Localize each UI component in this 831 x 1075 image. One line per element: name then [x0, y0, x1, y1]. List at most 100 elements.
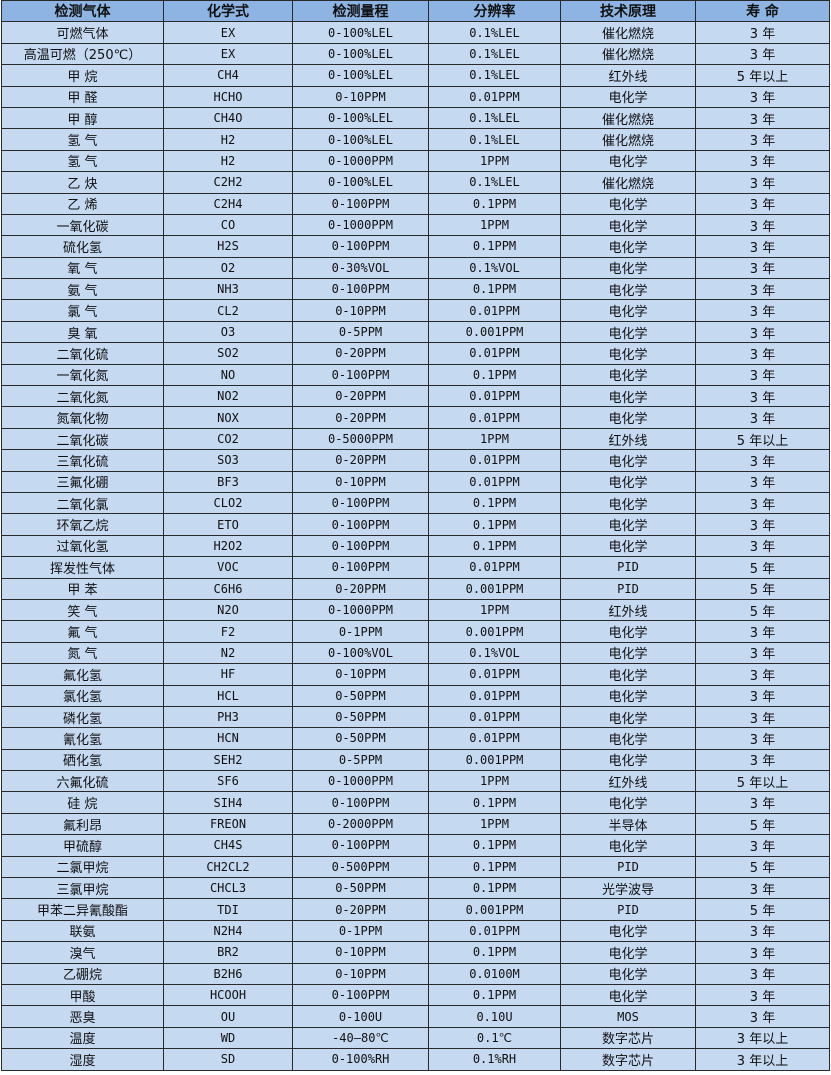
resolution-cell: 0.01PPM: [428, 85, 561, 108]
lifetime-cell: 5 年: [695, 812, 830, 836]
range-cell: 0-10PPM: [292, 663, 429, 686]
table-row: 氯 气 CL2 0-10PPM 0.01PPM 电化学 3 年: [1, 299, 830, 322]
formula-cell: H2S: [163, 235, 293, 258]
gas-name-cell: 磷化氢: [1, 705, 164, 729]
principle-cell: 电化学: [560, 748, 696, 772]
formula-cell: SEH2: [163, 748, 293, 772]
lifetime-cell: 5 年: [695, 577, 830, 600]
formula-cell: CHCL3: [163, 877, 293, 900]
range-cell: 0-10PPM: [292, 85, 429, 108]
lifetime-cell: 5 年以上: [695, 427, 830, 451]
principle-cell: 催化燃烧: [560, 171, 696, 194]
range-cell: 0-100PPM: [292, 513, 429, 536]
range-cell: 0-1PPM: [292, 620, 429, 643]
table-row: 乙 炔 C2H2 0-100%LEL 0.1%LEL 催化燃烧 3 年: [1, 171, 830, 194]
range-cell: 0-20PPM: [292, 342, 429, 365]
table-row: 一氧化碳 CO 0-1000PPM 1PPM 电化学 3 年: [1, 213, 830, 237]
resolution-cell: 0.1%LEL: [428, 42, 561, 66]
resolution-cell: 0.1%LEL: [428, 171, 561, 194]
resolution-cell: 0.1%LEL: [428, 106, 561, 130]
header-row: 检测气体 化学式 检测量程 分辨率 技术原理 寿 命: [1, 0, 830, 23]
table-row: 氮 气 N2 0-100%VOL 0.1%VOL 电化学 3 年: [1, 641, 830, 665]
range-cell: 0-100PPM: [292, 192, 429, 215]
gas-name-cell: 硅 烷: [1, 791, 164, 814]
resolution-cell: 0.01PPM: [428, 684, 561, 707]
principle-cell: 电化学: [560, 941, 696, 964]
resolution-cell: 0.1PPM: [428, 834, 561, 857]
formula-cell: OU: [163, 1005, 293, 1028]
lifetime-cell: 3 年: [695, 385, 830, 408]
resolution-cell: 0.0100M: [428, 962, 561, 985]
table-row: 高温可燃（250℃） EX 0-100%LEL 0.1%LEL 催化燃烧 3 年: [1, 42, 830, 66]
formula-cell: N2H4: [163, 919, 293, 943]
principle-cell: 电化学: [560, 641, 696, 665]
table-row: 一氧化氮 NO 0-100PPM 0.1PPM 电化学 3 年: [1, 363, 830, 387]
gas-name-cell: 乙 炔: [1, 171, 164, 194]
formula-cell: HCL: [163, 684, 293, 707]
formula-cell: HCN: [163, 727, 293, 750]
resolution-cell: 0.1%RH: [428, 1048, 561, 1071]
resolution-cell: 0.01PPM: [428, 727, 561, 750]
principle-cell: 电化学: [560, 192, 696, 215]
formula-cell: TDI: [163, 898, 293, 921]
formula-cell: NH3: [163, 278, 293, 301]
principle-cell: 催化燃烧: [560, 128, 696, 151]
resolution-cell: 0.01PPM: [428, 406, 561, 429]
range-cell: 0-100U: [292, 1005, 429, 1028]
gas-name-cell: 氟 气: [1, 620, 164, 643]
principle-cell: PID: [560, 556, 696, 579]
table-row: 三氯甲烷 CHCL3 0-50PPM 0.1PPM 光学波导 3 年: [1, 877, 830, 900]
table-row: 甲 烷 CH4 0-100%LEL 0.1%LEL 红外线 5 年以上: [1, 64, 830, 87]
header-resolution: 分辨率: [428, 0, 561, 23]
resolution-cell: 0.1PPM: [428, 192, 561, 215]
formula-cell: NO: [163, 363, 293, 387]
lifetime-cell: 3 年: [695, 192, 830, 215]
lifetime-cell: 5 年: [695, 855, 830, 879]
range-cell: 0-100%LEL: [292, 64, 429, 87]
resolution-cell: 0.01PPM: [428, 449, 561, 472]
range-cell: 0-20PPM: [292, 406, 429, 429]
gas-name-cell: 氰化氢: [1, 727, 164, 750]
range-cell: 0-10PPM: [292, 941, 429, 964]
resolution-cell: 0.01PPM: [428, 470, 561, 493]
resolution-cell: 0.1PPM: [428, 877, 561, 900]
table-row: 二氧化硫 SO2 0-20PPM 0.01PPM 电化学 3 年: [1, 342, 830, 365]
gas-name-cell: 二氧化氯: [1, 491, 164, 515]
formula-cell: WD: [163, 1026, 293, 1050]
range-cell: 0-1PPM: [292, 919, 429, 943]
principle-cell: 电化学: [560, 85, 696, 108]
gas-name-cell: 氟利昂: [1, 812, 164, 836]
range-cell: 0-100PPM: [292, 834, 429, 857]
range-cell: 0-1000PPM: [292, 598, 429, 622]
table-row: 二氯甲烷 CH2CL2 0-500PPM 0.1PPM PID 5 年: [1, 855, 830, 879]
formula-cell: O3: [163, 320, 293, 344]
resolution-cell: 0.01PPM: [428, 705, 561, 729]
table-row: 甲硫醇 CH4S 0-100PPM 0.1PPM 电化学 3 年: [1, 834, 830, 857]
resolution-cell: 0.01PPM: [428, 663, 561, 686]
gas-name-cell: 氨 气: [1, 278, 164, 301]
gas-name-cell: 笑 气: [1, 598, 164, 622]
range-cell: 0-100%LEL: [292, 128, 429, 151]
gas-name-cell: 氮 气: [1, 641, 164, 665]
principle-cell: 电化学: [560, 513, 696, 536]
resolution-cell: 1PPM: [428, 598, 561, 622]
lifetime-cell: 5 年: [695, 556, 830, 579]
formula-cell: CH4: [163, 64, 293, 87]
gas-name-cell: 甲 醛: [1, 85, 164, 108]
range-cell: 0-100PPM: [292, 534, 429, 558]
formula-cell: C2H2: [163, 171, 293, 194]
lifetime-cell: 3 年: [695, 213, 830, 237]
lifetime-cell: 3 年: [695, 278, 830, 301]
resolution-cell: 0.1PPM: [428, 983, 561, 1007]
lifetime-cell: 3 年: [695, 834, 830, 857]
table-row: 挥发性气体 VOC 0-100PPM 0.01PPM PID 5 年: [1, 556, 830, 579]
principle-cell: 电化学: [560, 256, 696, 280]
formula-cell: CH2CL2: [163, 855, 293, 879]
header-gas: 检测气体: [1, 0, 164, 23]
principle-cell: PID: [560, 577, 696, 600]
formula-cell: CO: [163, 213, 293, 237]
range-cell: 0-100PPM: [292, 491, 429, 515]
gas-name-cell: 甲苯二异氰酸酯: [1, 898, 164, 921]
lifetime-cell: 3 年: [695, 149, 830, 173]
lifetime-cell: 3 年: [695, 256, 830, 280]
